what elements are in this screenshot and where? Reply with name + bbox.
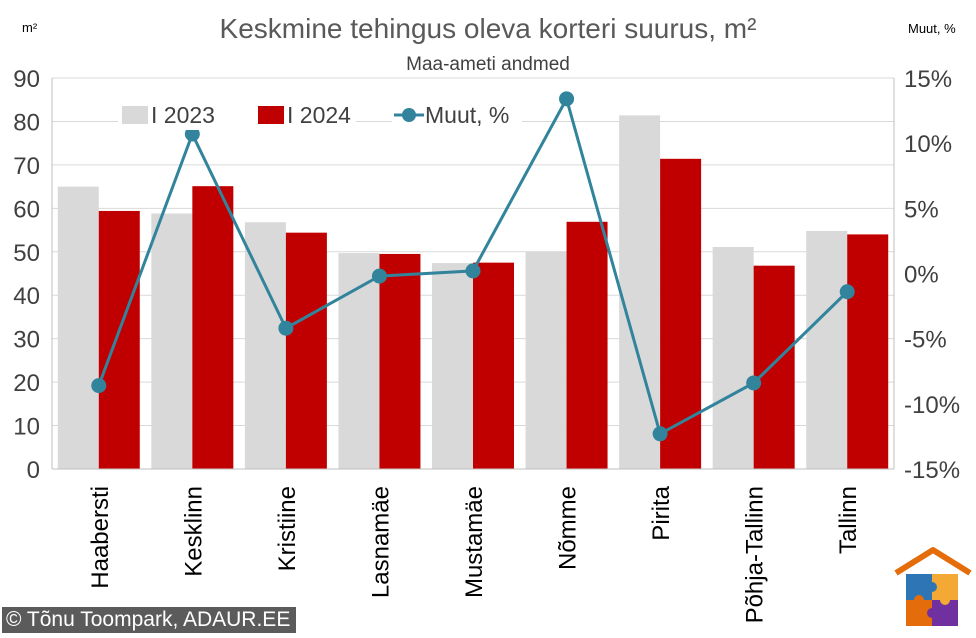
bar-i-2023 <box>525 251 567 469</box>
y-left-tick-label: 90 <box>13 66 40 93</box>
y-left-tick-label: 0 <box>27 457 40 484</box>
legend-marker-muut <box>402 108 416 122</box>
category-label: Kristiine <box>274 486 301 571</box>
chart-title: Keskmine tehingus oleva korteri suurus, … <box>220 13 757 44</box>
category-label: Tallinn <box>835 486 862 554</box>
muut-point <box>559 91 575 107</box>
left-axis-unit: m² <box>22 20 38 35</box>
bar-i-2024 <box>285 232 327 469</box>
category-label: Lasnamäe <box>367 486 394 598</box>
bar-i-2024 <box>660 158 702 469</box>
y-right-tick-label: 15% <box>904 66 952 93</box>
category-label: Põhja-Tallinn <box>742 486 769 623</box>
bar-i-2024 <box>847 234 889 469</box>
copyright-credit: © Tõnu Toompark, ADAUR.EE <box>2 607 297 633</box>
category-label: Kesklinn <box>180 486 207 577</box>
legend-label-muut: Muut, % <box>425 102 509 128</box>
bar-i-2023 <box>338 253 380 469</box>
y-left-tick-label: 50 <box>13 240 40 267</box>
puzzle-house-logo <box>894 547 972 626</box>
muut-point <box>652 426 668 442</box>
y-right-tick-label: -5% <box>904 327 947 354</box>
muut-point <box>278 320 294 336</box>
legend-label-i-2024: I 2024 <box>287 102 351 128</box>
y-left-tick-label: 10 <box>13 414 40 441</box>
y-left-tick-label: 80 <box>13 109 40 136</box>
muut-point <box>371 268 387 284</box>
muut-point <box>184 126 200 142</box>
y-left-tick-label: 40 <box>13 283 40 310</box>
y-right-tick-label: 5% <box>904 196 939 223</box>
bar-i-2024 <box>379 253 421 469</box>
bar-i-2024 <box>192 186 234 469</box>
y-right-tick-label: -15% <box>904 457 960 484</box>
muut-point <box>465 263 481 279</box>
bar-i-2023 <box>712 246 754 469</box>
bar-i-2024 <box>473 262 514 469</box>
y-right-tick-label: 10% <box>904 131 952 158</box>
y-left-tick-label: 60 <box>13 196 40 223</box>
bar-i-2024 <box>753 265 795 469</box>
bar-i-2023 <box>151 213 193 469</box>
category-label: Haabersti <box>87 486 114 589</box>
legend-swatch-i-2023 <box>122 106 148 124</box>
legend-swatch-i-2024 <box>258 106 284 124</box>
legend-label-i-2023: I 2023 <box>151 102 215 128</box>
muut-point <box>839 284 855 300</box>
chart-subtitle: Maa-ameti andmed <box>406 54 570 75</box>
bar-i-2024 <box>98 210 140 469</box>
category-label: Pirita <box>648 485 675 540</box>
muut-point <box>91 378 107 394</box>
y-left-tick-label: 70 <box>13 153 40 180</box>
right-axis-unit: Muut, % <box>908 21 956 36</box>
y-left-tick-label: 30 <box>13 327 40 354</box>
bar-i-2023 <box>806 230 848 469</box>
bar-i-2024 <box>566 221 608 469</box>
bar-i-2023 <box>57 186 99 469</box>
muut-point <box>746 375 762 391</box>
category-label: Nõmme <box>555 486 582 570</box>
y-right-tick-label: 0% <box>904 262 939 289</box>
legend-background <box>118 98 356 130</box>
bar-i-2023 <box>244 222 286 469</box>
bar-i-2023 <box>432 263 473 469</box>
category-label: Mustamäe <box>461 486 488 598</box>
y-left-tick-label: 20 <box>13 370 40 397</box>
y-right-tick-label: -10% <box>904 392 960 419</box>
